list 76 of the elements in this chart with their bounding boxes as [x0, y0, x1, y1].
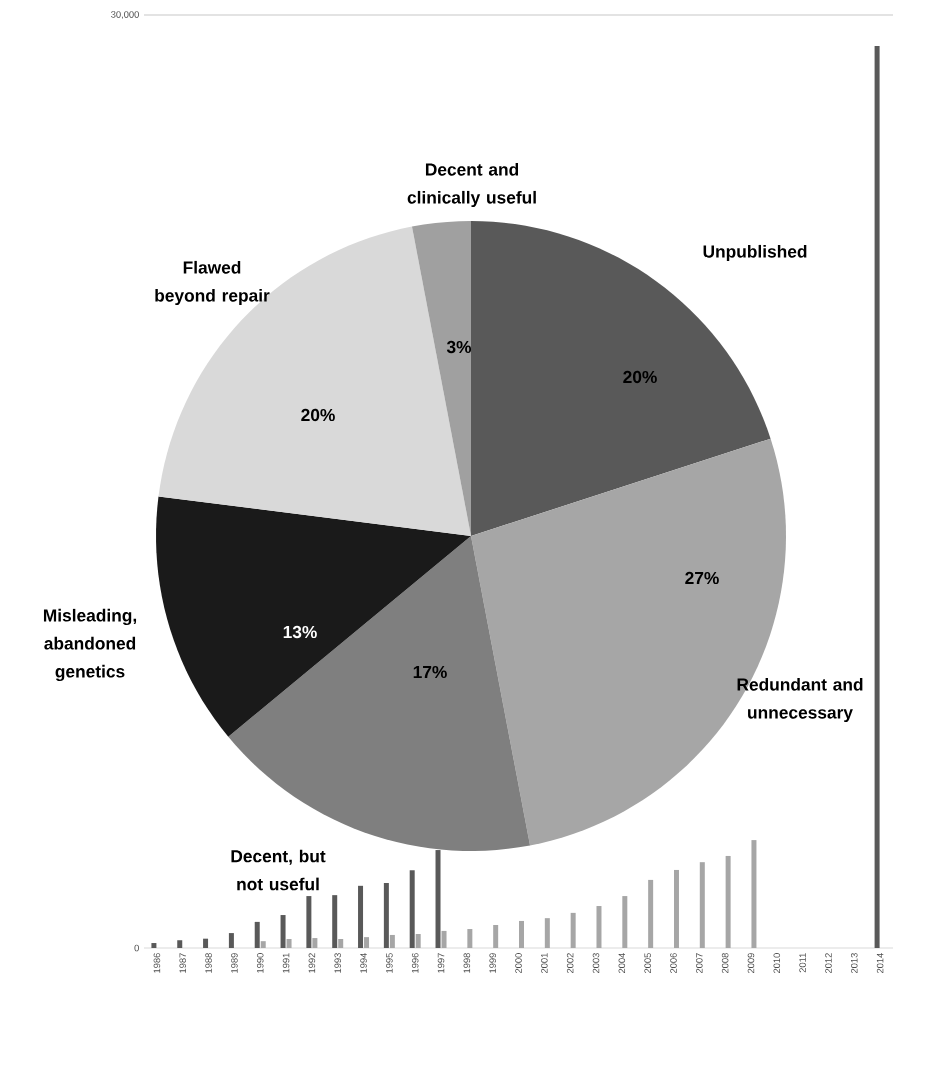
bar	[874, 46, 880, 949]
x-tick-label: 2006	[670, 953, 677, 974]
data-label: 17%	[413, 665, 447, 679]
bar	[358, 885, 364, 949]
bar	[312, 938, 318, 949]
x-tick-label: 1995	[386, 953, 393, 973]
bar	[725, 855, 731, 949]
data-label: 27%	[685, 571, 719, 585]
x-tick-label: 1991	[282, 953, 290, 973]
x-tick-label: 1988	[205, 953, 212, 973]
data-label: 20%	[301, 408, 335, 422]
bar	[673, 869, 679, 949]
bar	[260, 941, 266, 949]
bar	[435, 850, 441, 949]
bar	[338, 938, 344, 949]
x-tick-label: 1998	[463, 953, 471, 973]
bar	[467, 929, 473, 949]
x-tick-label: 1986	[153, 953, 161, 973]
x-tick-label: 1992	[308, 953, 316, 973]
x-tick-label: 2003	[592, 953, 600, 974]
bar	[415, 934, 421, 949]
bar	[751, 840, 757, 949]
x-tick-label: 2011	[799, 953, 806, 973]
bar	[306, 896, 312, 949]
slice-label: Unpublished	[703, 244, 807, 262]
slice-label: Decent and clinically useful	[407, 162, 536, 208]
bar	[286, 938, 292, 949]
x-tick-label: 2007	[696, 953, 703, 974]
x-tick-label: 1993	[334, 953, 342, 973]
x-tick-label: 1990	[256, 953, 264, 973]
bar	[383, 883, 389, 949]
x-tick-label: 2008	[721, 953, 729, 974]
x-tick-label: 2012	[825, 953, 832, 974]
bar	[364, 937, 370, 949]
bar	[177, 940, 183, 949]
bar	[519, 920, 525, 949]
y-tick-label: 0	[134, 944, 139, 952]
x-tick-label: 2001	[541, 953, 548, 974]
x-tick-label: 2005	[644, 953, 651, 974]
bar	[409, 870, 415, 949]
slice-label: Redundant and unnecessary	[737, 677, 863, 723]
slice-label: Flawed beyond repair	[155, 260, 270, 306]
x-tick-label: 2014	[876, 953, 884, 974]
x-tick-label: 2000	[515, 953, 522, 974]
bar	[570, 912, 576, 949]
bar	[332, 895, 338, 949]
x-tick-label: 1989	[231, 953, 238, 973]
bar	[544, 918, 550, 949]
data-label: 13%	[283, 625, 317, 639]
bar	[280, 915, 286, 949]
bar	[493, 925, 499, 949]
x-tick-label: 1996	[411, 953, 419, 973]
bar	[389, 934, 395, 949]
bar	[254, 921, 260, 949]
bar	[203, 938, 209, 949]
bar	[228, 933, 234, 949]
slice-label: Decent, but not useful	[231, 849, 326, 891]
x-tick-label: 1997	[437, 953, 445, 973]
x-tick-label: 2013	[850, 953, 858, 974]
slice-label: Misleading, abandoned genetics	[43, 608, 137, 682]
y-tick-label: 30,000	[111, 11, 139, 19]
x-tick-label: 1994	[360, 953, 367, 973]
bar	[441, 930, 447, 949]
bar	[648, 879, 654, 949]
bar	[151, 943, 157, 949]
x-tick-label: 2004	[618, 953, 626, 974]
x-tick-label: 2002	[566, 953, 574, 974]
x-tick-label: 1999	[489, 953, 496, 973]
x-tick-label: 2009	[747, 953, 755, 974]
bar	[699, 862, 705, 949]
x-tick-label: 2010	[773, 953, 781, 974]
data-label: 20%	[623, 370, 657, 384]
bar	[622, 896, 628, 949]
data-label: 3%	[446, 340, 472, 354]
bar	[596, 906, 602, 949]
x-tick-label: 1987	[179, 953, 187, 973]
